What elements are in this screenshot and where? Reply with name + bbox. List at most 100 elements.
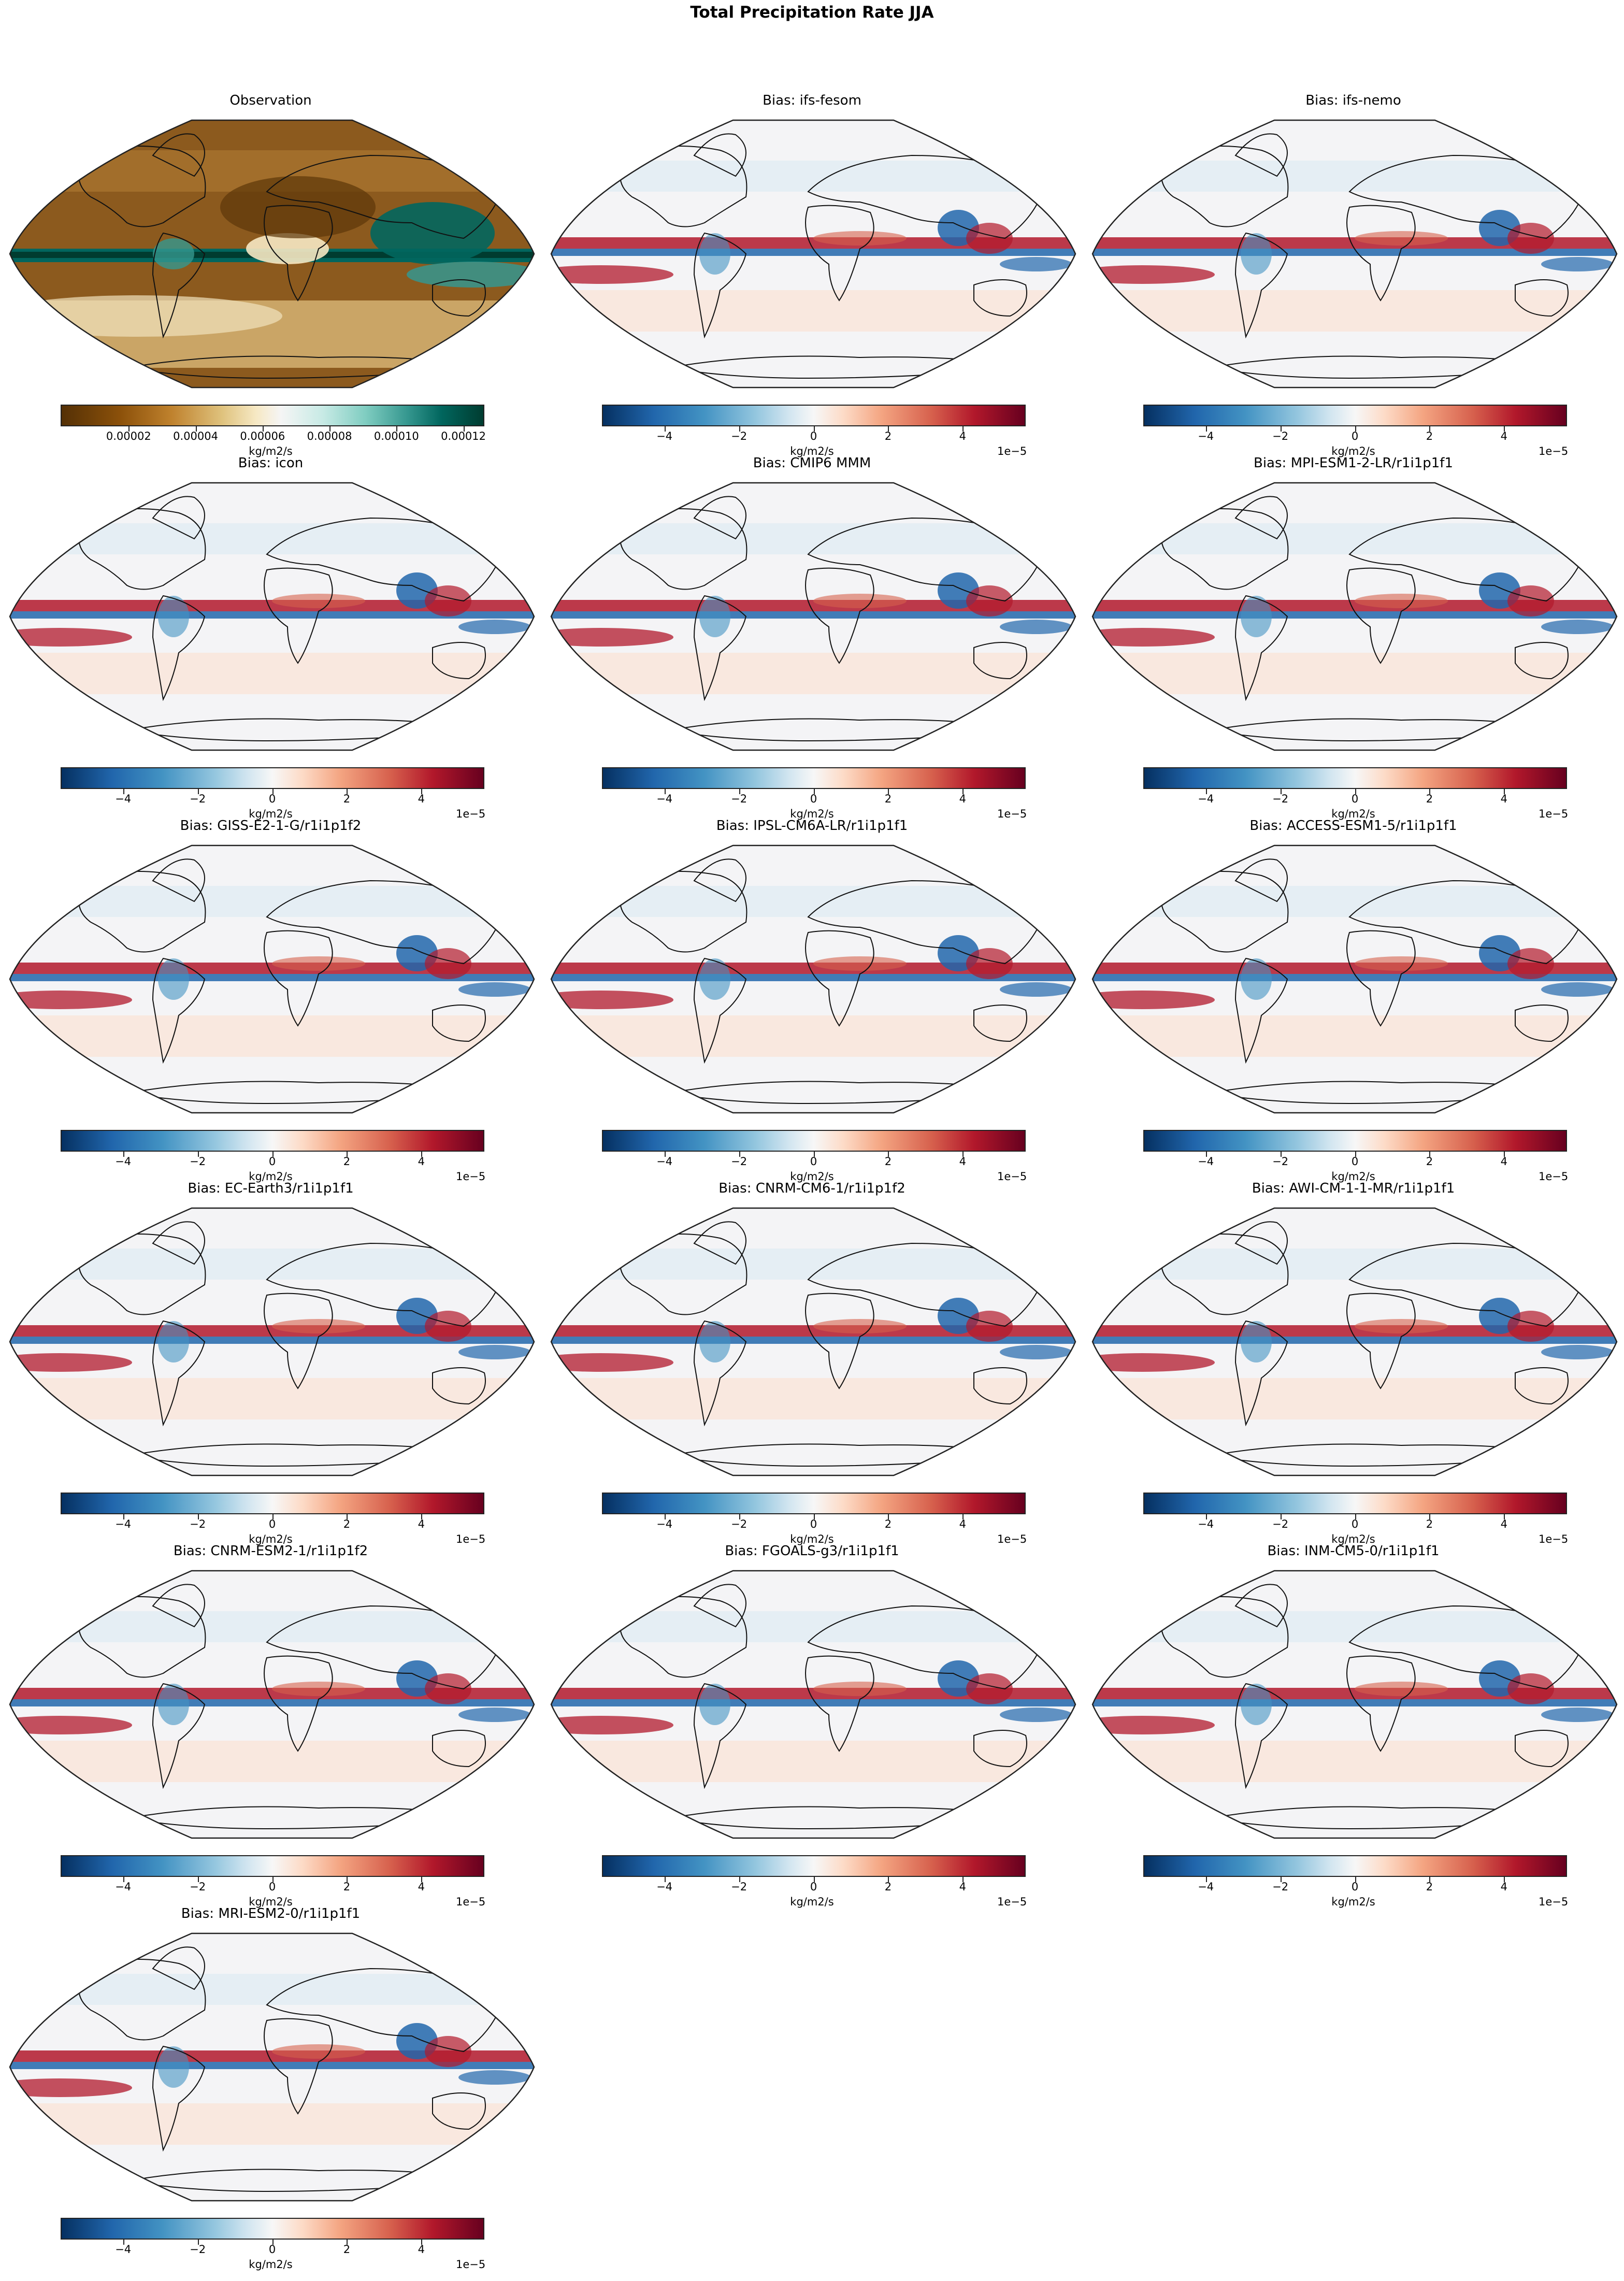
map-panel: Bias: AWI-CM-1-1-MR/r1i1p1f1 −4− (1083, 1180, 1624, 1545)
colorbar-tick-label: −2 (731, 1518, 748, 1530)
colorbar-tick-label: −4 (656, 430, 673, 442)
colorbar-offset-label: 1e−5 (997, 1533, 1027, 1545)
colorbar-tick (1429, 789, 1431, 794)
colorbar-tick-label: 0 (810, 1881, 817, 1893)
colorbar-tick (1355, 426, 1356, 432)
colorbar-tick-label: 0 (268, 793, 276, 805)
bias-map (1090, 1207, 1619, 1476)
colorbar-tick (1280, 1514, 1282, 1519)
colorbar-tick (463, 426, 465, 432)
colorbar-tick (1205, 426, 1207, 432)
colorbar-tick-label: 4 (1500, 793, 1507, 805)
colorbar-tick (664, 789, 666, 794)
colorbar-tick (123, 2240, 124, 2245)
colorbar-tick-label: 0 (810, 430, 817, 442)
colorbar-tick (197, 1877, 199, 1882)
colorbar-tick-label: 0.00004 (173, 430, 218, 442)
panel-title: Bias: MPI-ESM1-2-LR/r1i1p1f1 (1254, 455, 1453, 471)
colorbar-tick-label: 2 (343, 1155, 351, 1168)
colorbar-tick (1504, 1152, 1505, 1157)
colorbar-unit-label: kg/m2/s (249, 808, 293, 820)
colorbar-tick-label: 2 (884, 430, 892, 442)
colorbar-tick (421, 1877, 423, 1882)
colorbar-tick-label: 4 (959, 1518, 966, 1530)
colorbar-tick-label: 0 (810, 793, 817, 805)
colorbar-tick-label: 4 (1500, 1881, 1507, 1893)
colorbar (61, 1493, 484, 1519)
colorbar-offset-label: 1e−5 (997, 445, 1027, 457)
colorbar-offset-label: 1e−5 (1539, 445, 1569, 457)
colorbar-tick (664, 1877, 666, 1882)
map-panel: Observation 0.00002 0.00004 0.0000 (0, 92, 541, 457)
colorbar-tick (664, 1514, 666, 1519)
colorbar-tick-label: 0.00010 (373, 430, 419, 442)
panel-title: Bias: CNRM-CM6-1/r1i1p1f2 (718, 1181, 906, 1196)
colorbar-tick (262, 426, 264, 432)
colorbar-tick (962, 789, 964, 794)
colorbar-offset-label: 1e−5 (456, 1533, 486, 1545)
colorbar-tick-label: −2 (1272, 793, 1289, 805)
colorbar-tick-label: 4 (418, 1518, 425, 1530)
colorbar-tick-label: 2 (1426, 1881, 1433, 1893)
colorbar-tick (813, 1152, 815, 1157)
colorbar-tick (962, 1877, 964, 1882)
colorbar-tick-label: 0 (1351, 1155, 1359, 1168)
panel-title: Bias: ifs-nemo (1305, 93, 1401, 108)
colorbar-tick-label: −2 (190, 1881, 206, 1893)
colorbar-tick-label: 2 (343, 1518, 351, 1530)
colorbar-tick-label: 4 (418, 2243, 425, 2256)
colorbar-tick (962, 426, 964, 432)
bias-map (549, 1207, 1077, 1476)
colorbar-tick-label: 0 (268, 1518, 276, 1530)
colorbar-tick (888, 789, 889, 794)
colorbar-tick-label: 2 (884, 1518, 892, 1530)
colorbar-tick (347, 1152, 348, 1157)
colorbar-tick (1280, 1877, 1282, 1882)
colorbar-tick-label: −4 (115, 2243, 132, 2256)
panel-title: Bias: FGOALS-g3/r1i1p1f1 (725, 1543, 899, 1559)
colorbar-tick (421, 1152, 423, 1157)
colorbar (1143, 1855, 1567, 1882)
colorbar-unit-label: kg/m2/s (790, 1170, 834, 1183)
colorbar-tick-label: −2 (1272, 1518, 1289, 1530)
colorbar-tick (197, 1514, 199, 1519)
colorbar-tick (421, 789, 423, 794)
colorbar-tick-label: 4 (418, 1155, 425, 1168)
colorbar-tick-label: 2 (1426, 1518, 1433, 1530)
colorbar-unit-label: kg/m2/s (249, 2258, 293, 2271)
colorbar (61, 2218, 484, 2245)
colorbar-tick (1205, 1152, 1207, 1157)
colorbar-tick (813, 1877, 815, 1882)
colorbar-tick (1504, 1514, 1505, 1519)
colorbar (1143, 767, 1567, 794)
colorbar-offset-label: 1e−5 (997, 1170, 1027, 1183)
colorbar-tick-label: 4 (1500, 1155, 1507, 1168)
map-panel: Bias: CNRM-CM6-1/r1i1p1f2 −4 −2 0 2 (541, 1180, 1083, 1545)
colorbar-tick (272, 1514, 274, 1519)
colorbar-tick-label: −4 (1198, 1881, 1214, 1893)
colorbar-tick (1280, 426, 1282, 432)
colorbar (61, 1130, 484, 1157)
panel-title: Bias: GISS-E2-1-G/r1i1p1f2 (180, 818, 362, 834)
colorbar-tick (1504, 426, 1505, 432)
colorbar-unit-label: kg/m2/s (1331, 1896, 1375, 1908)
colorbar-tick (272, 789, 274, 794)
colorbar-tick-label: −4 (656, 1881, 673, 1893)
colorbar-tick (421, 2240, 423, 2245)
colorbar-tick (272, 1152, 274, 1157)
colorbar-tick-label: 2 (884, 1881, 892, 1893)
colorbar-offset-label: 1e−5 (456, 1896, 486, 1908)
bias-map (1090, 844, 1619, 1114)
colorbar-tick (1429, 1514, 1431, 1519)
map-panel: Bias: CNRM-ESM2-1/r1i1p1f2 −4 −2 0 (0, 1543, 541, 1908)
colorbar-tick (888, 1152, 889, 1157)
bias-map (549, 844, 1077, 1114)
colorbar-tick-label: −4 (1198, 430, 1214, 442)
panel-title: Bias: IPSL-CM6A-LR/r1i1p1f1 (716, 818, 908, 834)
colorbar-unit-label: kg/m2/s (249, 445, 293, 457)
panel-title: Bias: AWI-CM-1-1-MR/r1i1p1f1 (1252, 1181, 1455, 1196)
colorbar-unit-label: kg/m2/s (1331, 445, 1375, 457)
colorbar-tick-label: −2 (190, 2243, 206, 2256)
colorbar-tick (739, 426, 740, 432)
colorbar-offset-label: 1e−5 (997, 1896, 1027, 1908)
